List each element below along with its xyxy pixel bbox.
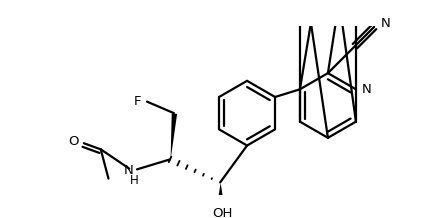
Text: F: F [133, 95, 141, 108]
Text: N: N [380, 17, 390, 30]
Text: N: N [361, 83, 371, 96]
Text: O: O [69, 135, 79, 148]
Text: N: N [123, 164, 133, 177]
Text: H: H [130, 174, 139, 187]
Text: OH: OH [212, 207, 232, 218]
